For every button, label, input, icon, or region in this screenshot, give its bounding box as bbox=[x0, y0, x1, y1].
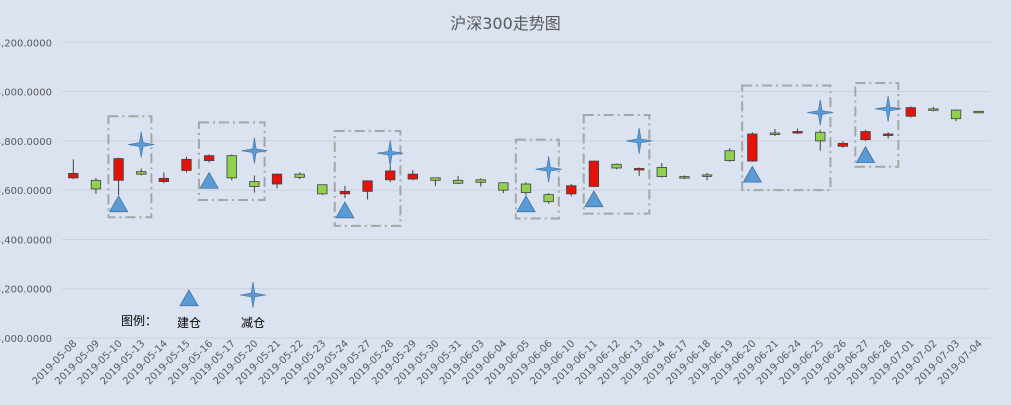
buy-marker bbox=[108, 195, 129, 213]
candle-body bbox=[203, 155, 215, 161]
trade-window-box bbox=[197, 121, 266, 202]
legend-buy-symbol bbox=[179, 289, 199, 307]
candle-body bbox=[837, 142, 849, 147]
sell-marker bbox=[128, 131, 155, 158]
candle-body bbox=[520, 183, 532, 194]
trade-window-box bbox=[107, 115, 153, 219]
candle-body bbox=[249, 181, 260, 187]
sell-marker bbox=[875, 95, 902, 122]
candle-body bbox=[543, 194, 554, 203]
y-tick-label: 3,400.0000 bbox=[0, 235, 52, 246]
candle-body bbox=[792, 131, 803, 134]
candle-body bbox=[362, 180, 373, 192]
y-tick-label: 3,200.0000 bbox=[0, 285, 52, 296]
candle-body bbox=[950, 109, 962, 120]
candle-body bbox=[588, 160, 600, 187]
candle-body bbox=[611, 163, 622, 169]
candle-body bbox=[656, 167, 667, 178]
sell-marker bbox=[535, 156, 562, 183]
candle-body bbox=[407, 173, 418, 180]
candle-body bbox=[452, 179, 464, 184]
trade-window-box bbox=[582, 114, 651, 215]
candle-body bbox=[634, 168, 645, 171]
legend-sell-symbol bbox=[239, 281, 267, 309]
legend-buy-label: 建仓 bbox=[177, 316, 201, 330]
candle-body bbox=[701, 174, 713, 177]
buy-marker bbox=[516, 195, 536, 213]
candle-body bbox=[769, 132, 781, 135]
sell-marker bbox=[241, 137, 268, 164]
y-tick-label: 3,600.0000 bbox=[0, 186, 52, 197]
candle-body bbox=[271, 173, 283, 185]
candle-body bbox=[815, 131, 826, 142]
legend-sell-label: 减仓 bbox=[241, 316, 265, 330]
trade-window-box bbox=[741, 84, 832, 192]
sell-marker bbox=[626, 127, 653, 154]
candle-body bbox=[905, 107, 916, 117]
sell-marker bbox=[377, 140, 404, 167]
candle-body bbox=[158, 177, 170, 182]
candle-body bbox=[181, 158, 192, 171]
chart-title: 沪深300走势图 bbox=[450, 14, 561, 33]
candle-body bbox=[475, 179, 486, 183]
candle-body bbox=[860, 131, 871, 141]
candle-body bbox=[317, 184, 328, 195]
candle-body bbox=[679, 176, 690, 179]
y-tick-label: 3,000.0000 bbox=[0, 334, 52, 345]
buy-marker bbox=[199, 171, 219, 189]
candle-body bbox=[566, 185, 577, 195]
candle-body bbox=[747, 133, 758, 162]
candle-body bbox=[928, 108, 939, 111]
buy-marker bbox=[855, 145, 876, 163]
trade-window-box bbox=[514, 138, 560, 220]
y-tick-label: 4,000.0000 bbox=[0, 88, 52, 99]
candle-body bbox=[882, 133, 894, 136]
candle-body bbox=[973, 110, 984, 114]
buy-marker bbox=[742, 165, 763, 183]
candle-body bbox=[385, 170, 396, 181]
candle-body bbox=[724, 150, 735, 161]
candle-body bbox=[68, 173, 79, 179]
candle-body bbox=[498, 182, 509, 191]
candle-body bbox=[294, 173, 305, 178]
sell-marker bbox=[807, 99, 834, 126]
trade-window-box bbox=[854, 81, 900, 168]
candle-body bbox=[90, 179, 102, 190]
candle-body bbox=[339, 190, 351, 195]
y-tick-label: 4,200.0000 bbox=[0, 38, 52, 49]
buy-marker bbox=[335, 201, 355, 219]
y-tick-label: 3,800.0000 bbox=[0, 137, 52, 148]
legend-label: 图例： bbox=[121, 314, 157, 328]
buy-marker bbox=[584, 190, 604, 208]
candle-body bbox=[136, 171, 147, 175]
candle-body bbox=[226, 155, 237, 179]
candle-body bbox=[113, 158, 124, 181]
candle-body bbox=[430, 177, 441, 181]
